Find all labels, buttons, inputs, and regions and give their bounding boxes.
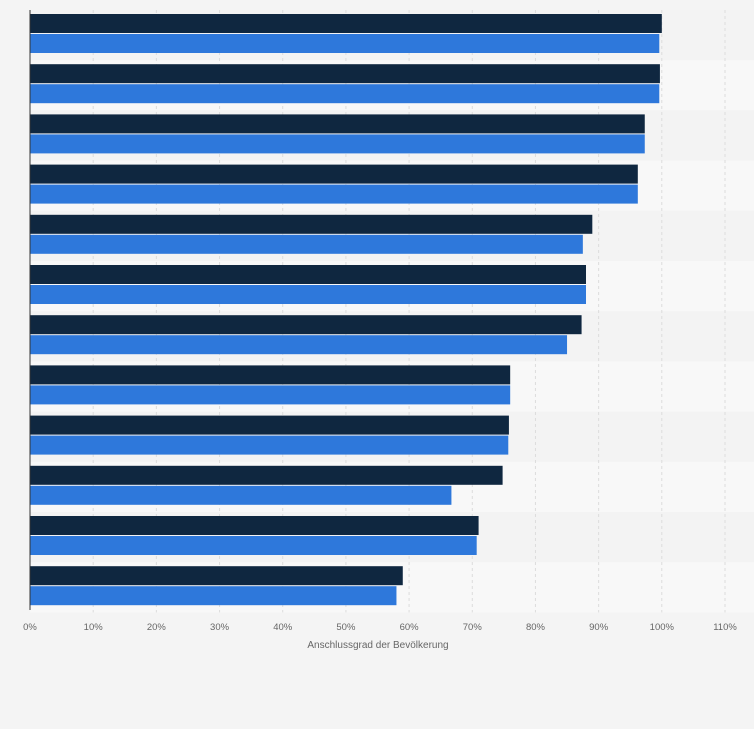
bar-series-2[interactable] bbox=[30, 435, 509, 455]
x-axis-ticks: 0% 10% 20% 30% 40% 50% 60% 70% 80% 90% 100% 110% bbox=[23, 622, 737, 633]
bars bbox=[30, 14, 662, 606]
bar-series-2[interactable] bbox=[30, 485, 452, 505]
bar-series-1[interactable] bbox=[30, 566, 403, 586]
bar-series-2[interactable] bbox=[30, 586, 397, 606]
bar-series-1[interactable] bbox=[30, 14, 662, 33]
bar-series-1[interactable] bbox=[30, 315, 582, 335]
bar-series-1[interactable] bbox=[30, 365, 511, 385]
bar-series-2[interactable] bbox=[30, 335, 568, 355]
x-tick-label: 70% bbox=[463, 622, 483, 633]
bar-series-2[interactable] bbox=[30, 385, 511, 405]
x-tick-label: 20% bbox=[147, 622, 167, 633]
bar-series-1[interactable] bbox=[30, 214, 593, 234]
bar-series-2[interactable] bbox=[30, 285, 586, 304]
x-tick-label: 30% bbox=[210, 622, 230, 633]
bar-series-2[interactable] bbox=[30, 34, 660, 53]
bar-series-2[interactable] bbox=[30, 134, 645, 154]
x-axis-title: Anschlussgrad der Bevölkerung bbox=[307, 640, 448, 651]
bar-series-1[interactable] bbox=[30, 265, 586, 284]
gridlines bbox=[92, 10, 726, 613]
bar-series-2[interactable] bbox=[30, 536, 477, 555]
bar-series-1[interactable] bbox=[30, 114, 645, 134]
bar-series-1[interactable] bbox=[30, 516, 479, 535]
x-tick-label: 60% bbox=[400, 622, 420, 633]
x-tick-label: 40% bbox=[273, 622, 293, 633]
x-tick-label: 50% bbox=[336, 622, 356, 633]
bar-series-1[interactable] bbox=[30, 465, 503, 485]
x-tick-label: 110% bbox=[713, 622, 737, 633]
bar-series-1[interactable] bbox=[30, 415, 509, 435]
x-tick-label: 0% bbox=[23, 622, 37, 633]
x-tick-label: 80% bbox=[526, 622, 546, 633]
bar-series-2[interactable] bbox=[30, 234, 583, 254]
x-tick-label: 10% bbox=[84, 622, 104, 633]
x-tick-label: 100% bbox=[650, 622, 675, 633]
bar-series-1[interactable] bbox=[30, 64, 660, 84]
bar-series-1[interactable] bbox=[30, 164, 638, 184]
x-tick-label: 90% bbox=[589, 622, 609, 633]
bar-series-2[interactable] bbox=[30, 84, 660, 104]
bar-series-2[interactable] bbox=[30, 184, 638, 204]
